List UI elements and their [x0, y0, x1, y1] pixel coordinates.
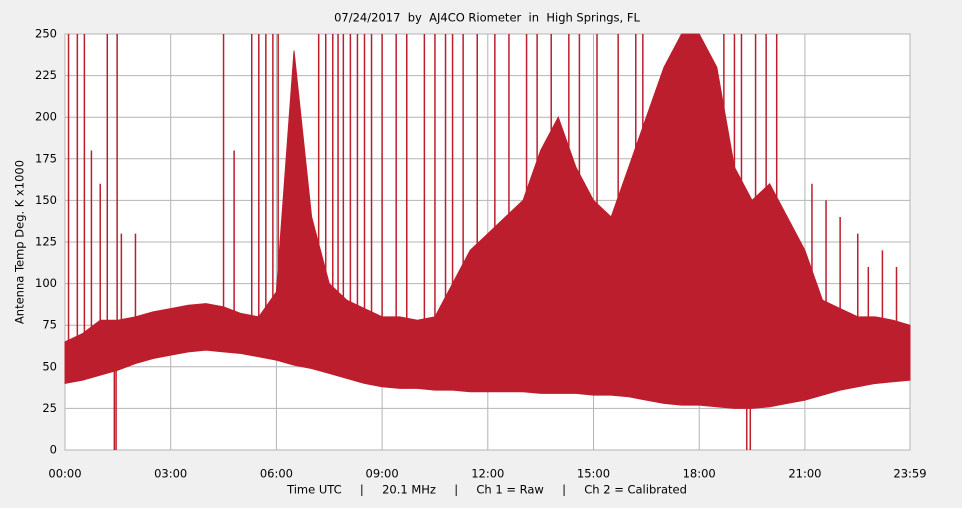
x-tick-label: 18:00	[683, 467, 716, 481]
y-tick-label: 200	[35, 110, 57, 124]
y-tick-label: 150	[35, 193, 57, 207]
y-tick-label: 25	[42, 401, 57, 415]
y-tick-label: 125	[35, 235, 57, 249]
x-tick-label: 00:00	[48, 467, 81, 481]
x-axis-label: Time UTC | 20.1 MHz | Ch 1 = Raw | Ch 2 …	[286, 483, 687, 497]
x-tick-label: 12:00	[471, 467, 504, 481]
y-tick-label: 225	[35, 68, 57, 82]
y-tick-label: 100	[35, 276, 57, 290]
y-axis-label: Antenna Temp Deg. K x1000	[13, 160, 27, 324]
y-tick-label: 0	[50, 443, 57, 457]
x-tick-label: 15:00	[577, 467, 610, 481]
y-tick-label: 75	[42, 318, 57, 332]
x-tick-label: 21:00	[788, 467, 821, 481]
range-area	[64, 33, 911, 409]
y-tick-label: 50	[42, 359, 57, 373]
y-tick-label: 175	[35, 151, 57, 165]
chart-title: 07/24/2017 by AJ4CO Riometer in High Spr…	[334, 11, 640, 25]
x-tick-label: 06:00	[260, 467, 293, 481]
x-tick-label: 03:00	[154, 467, 187, 481]
x-tick-label: 09:00	[366, 467, 399, 481]
x-tick-label: 23:59	[893, 467, 926, 481]
y-tick-label: 250	[35, 27, 57, 41]
